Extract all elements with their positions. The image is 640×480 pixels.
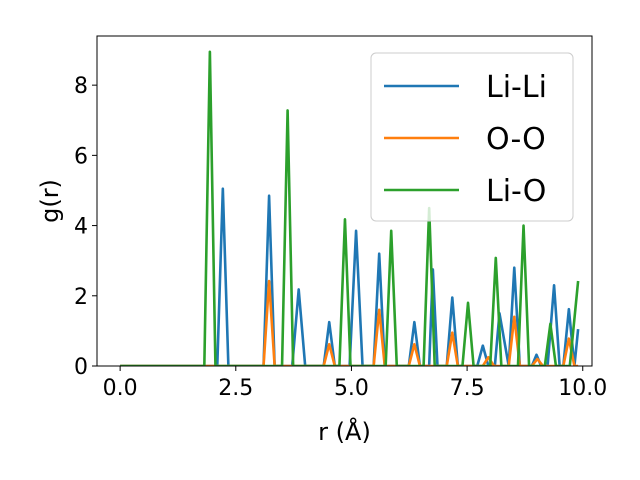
x-axis-ticks: 0.0 2.5 5.0 7.5 10.0 — [103, 366, 607, 401]
series-line-li-li — [120, 187, 580, 366]
series-line-li-o — [120, 50, 580, 366]
series-line-o-o — [120, 279, 579, 366]
x-axis-title: r (Å) — [318, 417, 371, 446]
y-tick-label: 4 — [74, 215, 88, 240]
x-tick-label: 2.5 — [218, 376, 253, 401]
y-tick-label: 0 — [74, 355, 88, 380]
legend-box — [370, 52, 574, 222]
axes-frame — [96, 35, 593, 367]
y-axis-ticks: 0 2 4 6 8 — [74, 74, 97, 380]
plot-area — [120, 50, 580, 366]
y-tick-label: 2 — [74, 285, 88, 310]
y-axis-title: g(r) — [36, 179, 64, 223]
legend: Li-Li O-O Li-O — [370, 52, 574, 222]
legend-label-li-li: Li-Li — [486, 70, 547, 105]
legend-label-o-o: O-O — [486, 122, 546, 157]
x-tick-label: 0.0 — [103, 376, 138, 401]
x-tick-label: 5.0 — [334, 376, 369, 401]
legend-label-li-o: Li-O — [486, 174, 546, 209]
x-tick-label: 10.0 — [558, 376, 607, 401]
y-tick-label: 8 — [74, 74, 88, 99]
x-tick-label: 7.5 — [450, 376, 485, 401]
y-tick-label: 6 — [74, 144, 88, 169]
